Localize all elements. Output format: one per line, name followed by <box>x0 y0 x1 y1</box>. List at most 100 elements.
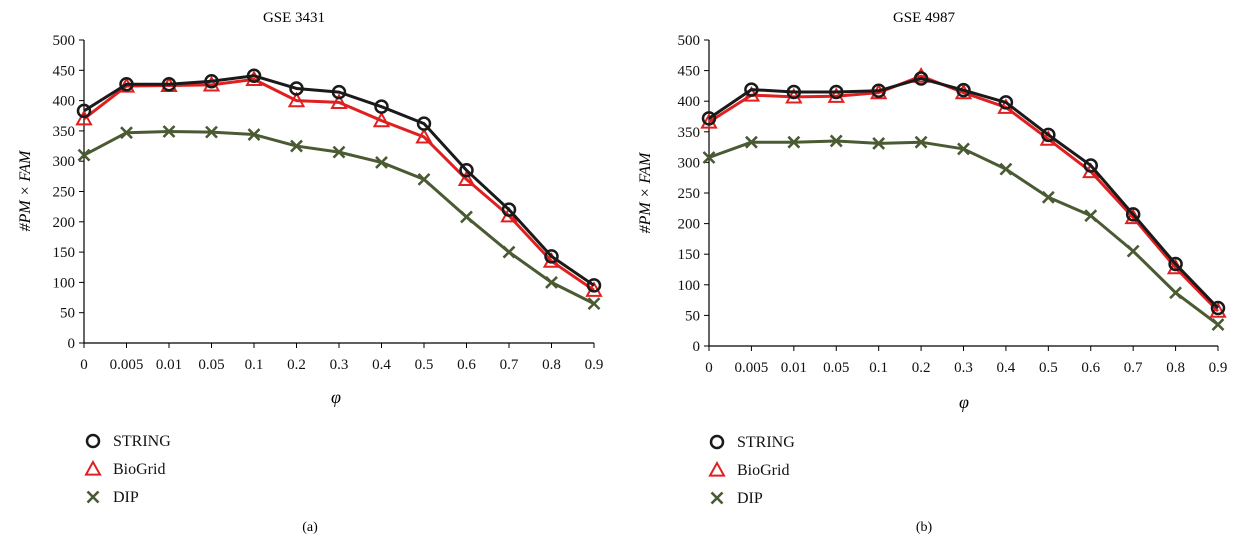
data-point-biogrid <box>202 75 221 92</box>
x-tick-label: 0.9 <box>1209 360 1228 376</box>
data-point-string <box>331 84 347 100</box>
y-tick-label: 300 <box>678 155 701 171</box>
data-point-dip <box>205 125 218 139</box>
y-tick-label: 350 <box>53 124 76 140</box>
data-point-dip <box>120 126 133 140</box>
y-tick-label: 250 <box>53 185 76 201</box>
y-tick-label: 200 <box>53 215 76 231</box>
legend-marker-biogrid <box>708 460 726 477</box>
x-tick-label: 0.1 <box>869 360 888 376</box>
data-point-dip <box>247 128 261 141</box>
legend: STRING BioGrid DIP <box>708 434 795 507</box>
data-point-biogrid <box>287 91 306 108</box>
data-point-dip <box>332 145 346 159</box>
data-point-dip <box>1169 286 1182 300</box>
x-tick-label: 0.3 <box>954 360 973 376</box>
y-tick-label: 500 <box>678 33 701 49</box>
y-tick-label: 200 <box>678 217 701 233</box>
data-point-dip <box>417 172 431 186</box>
panel-label: (b) <box>916 520 933 535</box>
data-point-dip <box>702 151 716 164</box>
y-tick-label: 450 <box>53 63 76 79</box>
x-axis-label: φ <box>331 387 341 407</box>
data-point-biogrid <box>415 127 433 144</box>
x-tick-label: 0.6 <box>1081 360 1100 376</box>
x-tick-label: 0.05 <box>823 360 849 376</box>
x-tick-label: 0.2 <box>287 357 306 373</box>
data-point-string <box>586 278 602 293</box>
y-tick-label: 100 <box>53 275 76 291</box>
y-tick-label: 100 <box>678 278 701 294</box>
data-point-string <box>544 249 559 264</box>
x-tick-label: 0.7 <box>1124 360 1143 376</box>
legend-marker-string <box>85 433 101 449</box>
y-axis-label: #PM × FAM <box>637 151 654 233</box>
y-tick-label: 350 <box>678 125 701 141</box>
legend-label: DIP <box>737 490 763 507</box>
y-tick-label: 50 <box>60 306 75 322</box>
x-tick-label: 0.6 <box>457 357 476 373</box>
x-tick-label: 0.01 <box>156 357 182 373</box>
data-point-string <box>1083 158 1098 173</box>
data-point-biogrid <box>330 93 348 110</box>
x-tick-label: 0.7 <box>500 357 519 373</box>
x-tick-label: 0.01 <box>781 360 807 376</box>
data-point-dip <box>460 210 473 224</box>
data-point-dip <box>957 142 970 156</box>
data-point-string <box>76 103 92 119</box>
data-point-string <box>1125 207 1141 222</box>
plot-area: 0 50 100 150 200 250 300 350 400 450 500 0 0.005 0.01… <box>678 33 1228 376</box>
data-point-string <box>161 76 177 92</box>
series-line-string <box>83 74 595 287</box>
x-tick-label: 0.1 <box>245 357 264 373</box>
data-point-dip <box>77 148 91 162</box>
data-point-biogrid <box>372 111 391 128</box>
data-point-string <box>119 76 134 92</box>
data-point-dip <box>872 137 886 150</box>
series-line-string <box>708 77 1220 310</box>
legend-label: BioGrid <box>737 462 789 479</box>
plot-area: 0 50 100 150 200 250 300 350 400 450 500 0 0.005 0.01… <box>53 33 604 373</box>
legend-marker-biogrid <box>84 459 102 476</box>
legend-marker-dip <box>710 491 724 505</box>
x-tick-label: 0.5 <box>1039 360 1058 376</box>
x-tick-label: 0.2 <box>912 360 931 376</box>
data-point-dip <box>290 139 303 153</box>
data-point-string <box>204 73 219 89</box>
data-point-string <box>913 71 929 86</box>
y-tick-label: 50 <box>685 308 700 324</box>
data-point-string <box>744 82 759 97</box>
series-line-biogrid <box>708 74 1220 313</box>
y-tick-label: 0 <box>68 336 76 352</box>
x-axis-label: φ <box>959 392 969 412</box>
data-point-dip <box>829 134 843 148</box>
x-tick-label: 0 <box>80 357 88 373</box>
x-tick-label: 0.9 <box>585 357 604 373</box>
data-point-string <box>246 68 262 84</box>
data-point-dip <box>1211 318 1225 331</box>
x-tick-label: 0.4 <box>997 360 1016 376</box>
data-point-string <box>701 111 717 126</box>
y-tick-label: 150 <box>53 245 76 261</box>
data-point-dip <box>502 245 516 259</box>
data-point-string <box>416 116 432 131</box>
data-point-string <box>1041 127 1056 143</box>
legend-marker-dip <box>86 490 100 504</box>
legend-label: BioGrid <box>113 461 165 478</box>
data-point-biogrid <box>75 109 93 126</box>
data-point-dip <box>162 125 176 138</box>
x-tick-label: 0.3 <box>330 357 349 373</box>
x-tick-label: 0.005 <box>735 360 769 376</box>
series-line-dip <box>708 139 1219 326</box>
y-tick-label: 0 <box>693 339 701 355</box>
data-point-string <box>374 99 389 114</box>
data-point-biogrid <box>700 112 718 129</box>
data-point-biogrid <box>1209 302 1227 318</box>
legend-marker-string <box>709 434 725 450</box>
data-point-biogrid <box>457 170 476 186</box>
data-point-dip <box>1084 209 1098 223</box>
data-point-dip <box>375 155 388 169</box>
data-point-dip <box>914 135 928 149</box>
legend: STRING BioGrid DIP <box>84 433 171 506</box>
